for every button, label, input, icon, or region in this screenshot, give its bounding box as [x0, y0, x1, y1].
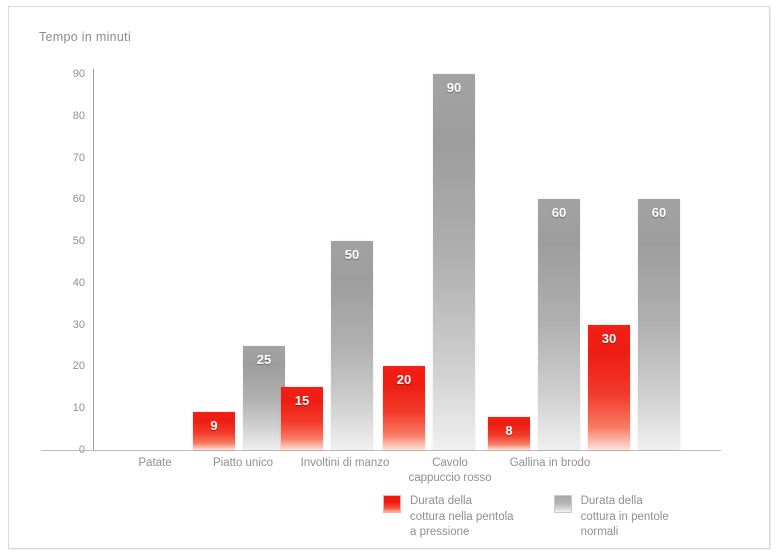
bar-value-label: 9 [210, 418, 218, 434]
bar-value-label: 90 [446, 80, 462, 95]
y-axis-tick-40: 40 [72, 276, 85, 289]
category-label: Gallina in brodo [509, 457, 591, 469]
legend-label: Durata della cottura in pentole normali [580, 495, 669, 538]
y-axis-tick-80: 80 [72, 109, 85, 122]
category-label: Involtini di manzo [300, 457, 390, 469]
category-label: Patate [138, 457, 172, 469]
bar-pressure-cooker: 20 [383, 366, 425, 450]
chart-legend: Durata della cottura nella pentola a pre… [383, 494, 669, 541]
bar-group: 15 50 [281, 67, 373, 450]
bar-value-label: 25 [256, 351, 272, 367]
x-axis-line [41, 450, 721, 451]
legend-item[interactable]: Durata della cottura in pentole normali [553, 494, 669, 541]
bar-pressure-cooker: 9 [193, 412, 235, 450]
y-axis-tick-90: 90 [72, 68, 85, 80]
bar-value-label: 30 [601, 330, 617, 346]
bar-normal-pot: 25 [243, 345, 285, 450]
bar-value-label: 8 [505, 422, 513, 438]
plot-area: 9 25 15 50 20 90 8 60 30 60 [93, 67, 723, 450]
bar-pressure-cooker: 30 [588, 324, 630, 450]
legend-item[interactable]: Durata della cottura nella pentola a pre… [383, 494, 514, 541]
bar-group: 9 25 [193, 67, 285, 450]
category-label: Piatto unico [212, 457, 274, 469]
y-axis-tick-10: 10 [72, 402, 85, 415]
y-axis-tick-30: 30 [72, 318, 85, 331]
y-axis-tick-20: 20 [72, 360, 85, 373]
legend-label: Durata della cottura nella pentola a pre… [410, 495, 514, 538]
bar-group: 20 90 [383, 67, 475, 450]
chart-title: Tempo in minuti [39, 30, 132, 44]
bar-group: 8 60 [488, 67, 580, 450]
bar-value-label: 60 [551, 205, 567, 221]
legend-swatch-gray-icon [553, 495, 572, 513]
bar-normal-pot: 90 [433, 74, 475, 450]
bar-value-label: 15 [294, 393, 310, 409]
bar-value-label: 50 [344, 247, 360, 263]
chart-frame: Tempo in minuti 0102030405060708090 9251… [8, 6, 771, 550]
y-axis-tick-70: 70 [72, 151, 85, 164]
category-label: Cavolo cappuccio rosso [408, 457, 492, 484]
bar-normal-pot: 60 [638, 199, 680, 450]
bar-normal-pot: 50 [331, 241, 373, 450]
legend-swatch-red-icon [383, 495, 401, 513]
y-axis-tick-50: 50 [72, 235, 85, 248]
bar-value-label: 20 [396, 372, 412, 388]
bar-group: 30 60 [588, 67, 680, 450]
y-axis-tick-60: 60 [72, 193, 85, 206]
bar-normal-pot: 60 [538, 199, 580, 450]
bar-pressure-cooker: 15 [281, 387, 323, 450]
bar-value-label: 60 [651, 205, 667, 221]
y-axis-line [93, 69, 94, 450]
bar-pressure-cooker: 8 [488, 416, 530, 450]
y-axis-tick-labels: 0102030405060708090 [49, 7, 85, 556]
